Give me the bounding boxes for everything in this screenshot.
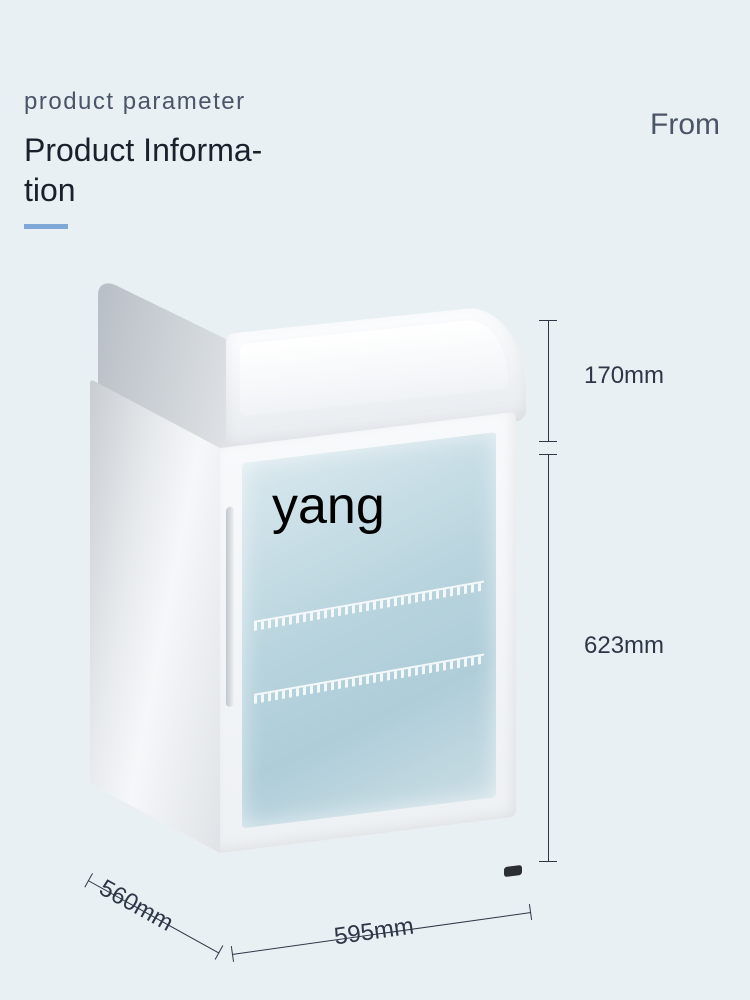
dim-line-canopy-height: [548, 320, 549, 442]
from-label: From: [650, 108, 720, 142]
door-handle: [226, 506, 234, 707]
product-illustration: [90, 310, 520, 890]
watermark-text: yang: [272, 476, 385, 536]
section-subtitle: product parameter: [24, 88, 246, 116]
dim-line-body-height: [548, 454, 549, 862]
shelf: [254, 654, 484, 704]
cabinet-side-panel: [90, 379, 220, 853]
dim-label-canopy-height: 170mm: [584, 362, 664, 390]
section-title: Product Informa- tion: [24, 130, 284, 210]
canopy-lightbox: [240, 316, 508, 416]
accent-underline: [24, 224, 68, 229]
shelf: [254, 581, 484, 631]
dim-label-width: 595mm: [332, 913, 415, 952]
dim-label-body-height: 623mm: [584, 632, 664, 660]
cabinet-foot: [504, 865, 522, 877]
